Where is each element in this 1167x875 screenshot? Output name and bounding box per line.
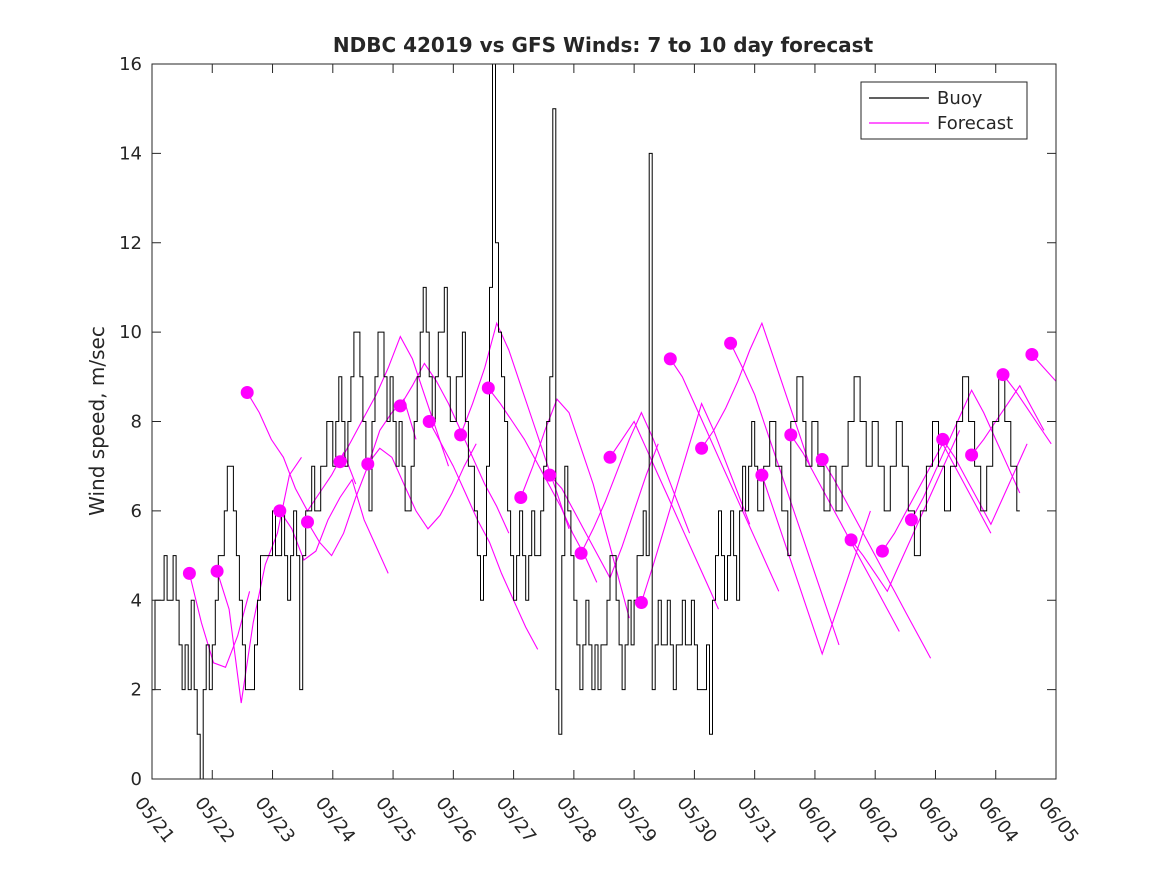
legend: Buoy Forecast [860, 81, 1028, 140]
forecast-start-marker [481, 381, 495, 395]
forecast-start-marker [815, 453, 829, 466]
forecast-run-line [399, 362, 510, 534]
forecast-start-marker [634, 596, 648, 609]
forecast-start-marker [333, 455, 347, 469]
forecast-run-line [821, 459, 932, 659]
y-tick-label: 4 [131, 590, 142, 611]
forecast-run-line [216, 456, 302, 704]
forecast-start-marker [936, 432, 950, 446]
forecast-start-marker [273, 504, 287, 518]
forecast-start-marker [996, 368, 1010, 382]
forecast-start-marker [393, 399, 407, 413]
forecast-run-line [520, 398, 630, 619]
forecast-start-marker [724, 336, 738, 350]
y-tick-label: 12 [119, 233, 142, 254]
legend-label-buoy: Buoy [937, 88, 983, 109]
forecast-start-marker [844, 533, 858, 547]
forecast-start-marker [1025, 348, 1039, 361]
y-tick-label: 16 [119, 54, 142, 75]
legend-box [860, 81, 1028, 140]
forecast-run-line [609, 420, 720, 610]
forecast-run-line [487, 387, 598, 583]
forecast-start-marker [875, 544, 889, 558]
chart-title: NDBC 42019 vs GFS Winds: 7 to 10 day for… [333, 33, 874, 57]
forecast-start-marker [543, 468, 557, 482]
y-axis-label: Wind speed, m/sec [85, 326, 109, 516]
buoy-series-line [152, 64, 1020, 779]
forecast-run-line [580, 411, 691, 554]
y-tick-label: 2 [131, 680, 142, 701]
forecast-run-line [790, 434, 900, 632]
forecast-run-line [701, 321, 811, 467]
forecast-start-marker [210, 564, 224, 578]
forecast-start-marker [240, 386, 254, 399]
forecast-run-line [669, 358, 780, 592]
forecast-series [188, 321, 1056, 704]
forecast-start-marker [514, 491, 528, 504]
forecast-start-marker [904, 513, 918, 527]
y-axis: 0 2 4 6 8 10 12 14 16 [119, 54, 1056, 790]
forecast-run-line [1002, 374, 1052, 445]
plot-area [151, 63, 1057, 780]
forecast-start-marker [574, 546, 588, 560]
forecast-start-marker [965, 448, 979, 462]
forecast-start-marker [454, 428, 468, 442]
forecast-start-marker [784, 428, 798, 442]
forecast-start-marker [663, 352, 677, 366]
forecast-run-line [428, 421, 539, 650]
y-tick-label: 10 [119, 322, 142, 343]
forecast-run-line [881, 442, 992, 552]
forecast-run-line [188, 573, 251, 669]
forecast-run-line [850, 430, 961, 593]
legend-label-forecast: Forecast [937, 113, 1013, 134]
forecast-run-line [971, 384, 1045, 456]
forecast-run-line [279, 478, 389, 574]
forecast-start-marker [182, 566, 196, 580]
forecast-start-marker [301, 515, 314, 529]
forecast-run-line [910, 388, 1021, 521]
forecast-start-marker [361, 457, 375, 471]
forecast-start-marker [695, 441, 709, 455]
forecast-run-line [730, 343, 840, 646]
y-tick-label: 6 [131, 501, 142, 522]
forecast-start-marker [603, 450, 617, 464]
y-tick-label: 14 [119, 143, 142, 164]
forecast-run-line [339, 335, 450, 467]
forecast-start-marker [422, 415, 436, 428]
y-tick-label: 8 [131, 412, 142, 433]
forecast-run-line [367, 443, 477, 530]
forecast-run-line [640, 402, 751, 603]
y-tick-label: 0 [131, 769, 142, 790]
forecast-start-marker [755, 468, 769, 482]
forecast-run-line [761, 474, 871, 656]
